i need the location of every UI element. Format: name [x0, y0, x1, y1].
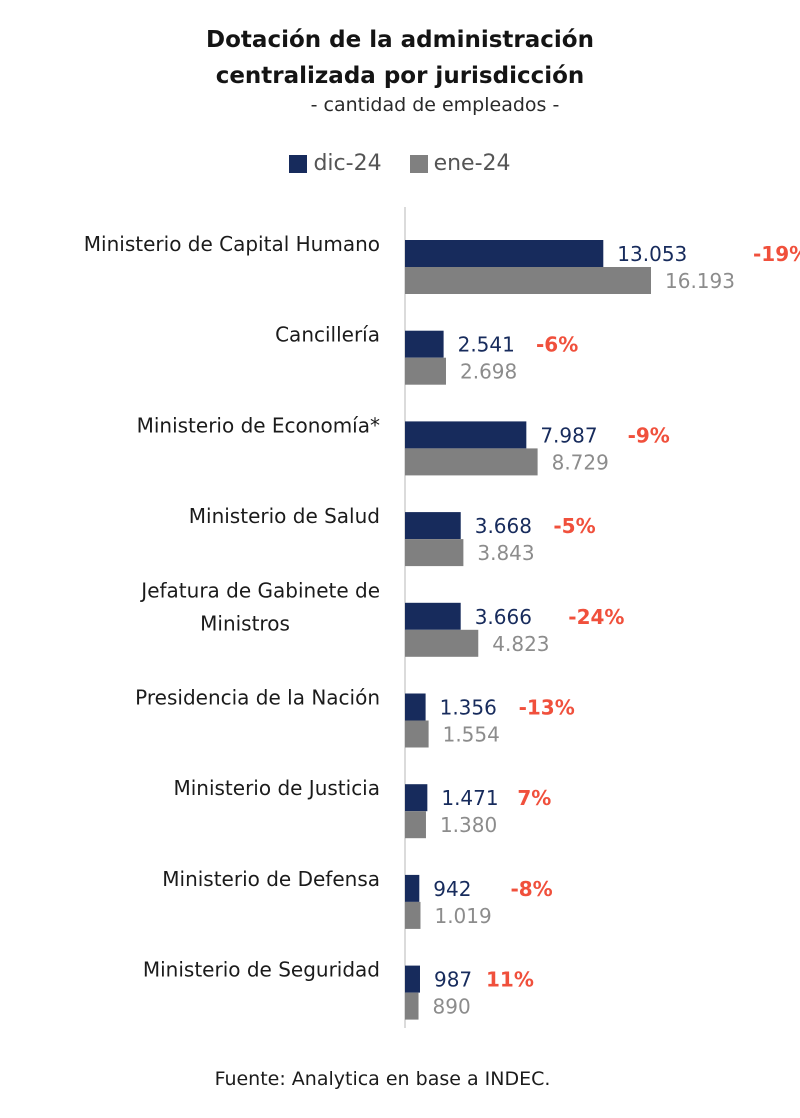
bar-ene-24-cat-7: [405, 901, 421, 929]
bar-ene-24-cat-6: [405, 811, 426, 839]
category-label-cat-1: Cancillería: [275, 323, 380, 347]
bar-ene-24-cat-4: [405, 629, 479, 657]
category-label-cat-8: Ministerio de Seguridad: [143, 958, 380, 982]
change-label-cat-6: 7%: [517, 786, 551, 810]
bar-dic-24-cat-2: [405, 421, 527, 449]
value-label-ene-24-cat-1: 2.698: [460, 360, 517, 384]
value-label-dic-24-cat-0: 13.053: [617, 242, 687, 266]
change-label-cat-5: -13%: [519, 696, 575, 720]
bar-ene-24-cat-1: [405, 357, 446, 385]
bar-dic-24-cat-5: [405, 693, 426, 721]
value-label-dic-24-cat-7: 942: [433, 877, 471, 901]
legend-swatch-ene-24: [409, 154, 428, 173]
category-label-cat-3: Ministerio de Salud: [189, 504, 380, 528]
category-label-cat-5: Presidencia de la Nación: [135, 686, 380, 710]
value-label-ene-24-cat-3: 3.843: [477, 541, 534, 565]
bar-ene-24-cat-8: [405, 992, 419, 1020]
source-note: Fuente: Analytica en base a INDEC.: [214, 1068, 551, 1090]
value-label-ene-24-cat-2: 8.729: [552, 450, 609, 474]
value-label-ene-24-cat-7: 1.019: [434, 904, 491, 928]
change-label-cat-4: -24%: [568, 605, 624, 629]
bar-ene-24-cat-0: [405, 267, 651, 294]
category-label-cat-2: Ministerio de Economía*: [137, 413, 380, 437]
value-label-dic-24-cat-4: 3.666: [475, 605, 532, 629]
change-label-cat-0: -19%: [753, 242, 800, 266]
legend-swatch-dic-24: [289, 154, 308, 173]
chart-title-line-1: Dotación de la administración: [206, 27, 594, 53]
legend-label-ene-24: ene-24: [433, 151, 511, 176]
category-label-cat-4-line-1: Jefatura de Gabinete de: [139, 578, 380, 602]
value-label-dic-24-cat-3: 3.668: [475, 514, 532, 538]
bar-dic-24-cat-3: [405, 512, 461, 540]
change-label-cat-2: -9%: [628, 423, 670, 447]
value-label-dic-24-cat-2: 7.987: [540, 423, 597, 447]
bar-dic-24-cat-0: [405, 240, 604, 267]
category-label-cat-0: Ministerio de Capital Humano: [84, 232, 380, 256]
legend-item-dic-24: dic-24: [289, 151, 382, 176]
legend-item-ene-24: ene-24: [409, 151, 511, 176]
value-label-dic-24-cat-8: 987: [434, 968, 472, 992]
bar-dic-24-cat-6: [405, 784, 428, 812]
change-label-cat-3: -5%: [553, 514, 595, 538]
bar-dic-24-cat-7: [405, 874, 420, 902]
chart-subtitle: - cantidad de empleados -: [310, 94, 560, 116]
bar-ene-24-cat-5: [405, 720, 429, 748]
bar-chart: Ministerio de Capital Humano 13.053 16.193…: [84, 207, 800, 1028]
value-label-ene-24-cat-0: 16.193: [665, 269, 735, 293]
category-label-cat-4-line-2: Ministros: [200, 611, 290, 635]
bar-dic-24-cat-8: [405, 965, 420, 993]
value-label-ene-24-cat-8: 890: [433, 995, 471, 1019]
value-label-ene-24-cat-4: 4.823: [492, 632, 549, 656]
legend-label-dic-24: dic-24: [313, 151, 382, 176]
value-label-dic-24-cat-6: 1.471: [441, 786, 498, 810]
value-label-ene-24-cat-5: 1.554: [443, 723, 500, 747]
category-label-cat-6: Ministerio de Justicia: [173, 776, 380, 800]
change-label-cat-7: -8%: [510, 877, 552, 901]
chart-title-line-2: centralizada por jurisdicción: [215, 63, 585, 89]
bar-dic-24-cat-4: [405, 602, 461, 630]
change-label-cat-1: -6%: [536, 333, 578, 357]
bar-ene-24-cat-2: [405, 448, 538, 476]
chart-legend: dic-24 ene-24: [0, 151, 800, 176]
value-label-dic-24-cat-5: 1.356: [440, 696, 497, 720]
bar-ene-24-cat-3: [405, 539, 464, 567]
value-label-ene-24-cat-6: 1.380: [440, 813, 497, 837]
category-label-cat-7: Ministerio de Defensa: [162, 867, 380, 891]
value-label-dic-24-cat-1: 2.541: [458, 333, 515, 357]
bar-dic-24-cat-1: [405, 330, 444, 358]
change-label-cat-8: 11%: [486, 968, 534, 992]
chart-title: Dotación de la administración centraliza…: [0, 22, 800, 94]
